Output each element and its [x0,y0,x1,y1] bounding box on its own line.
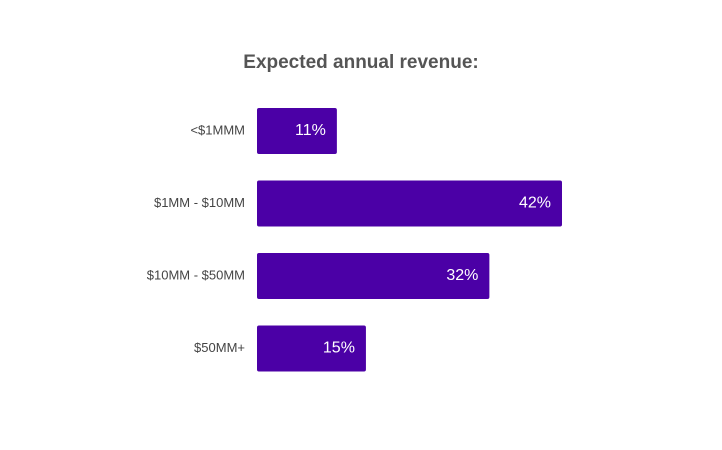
value-label-1: 42% [519,195,551,212]
category-label-2: $10MM - $50MM [147,267,245,282]
bar-2 [257,253,490,299]
value-label-2: 32% [446,267,478,284]
bar-3 [257,325,366,372]
category-label-0: <$1MMM [190,122,245,137]
category-label-1: $1MM - $10MM [154,195,245,210]
bar-1 [257,180,562,227]
value-label-0: 11% [295,122,326,139]
value-label-3: 15% [323,340,355,357]
bar-0 [257,108,337,154]
bars-group: <$1MMM 11% $1MM - $10MM 42% $10MM - $50MM 32%… [147,108,562,372]
chart-title: Expected annual revenue: [243,52,479,73]
category-label-3: $50MM+ [194,340,245,355]
